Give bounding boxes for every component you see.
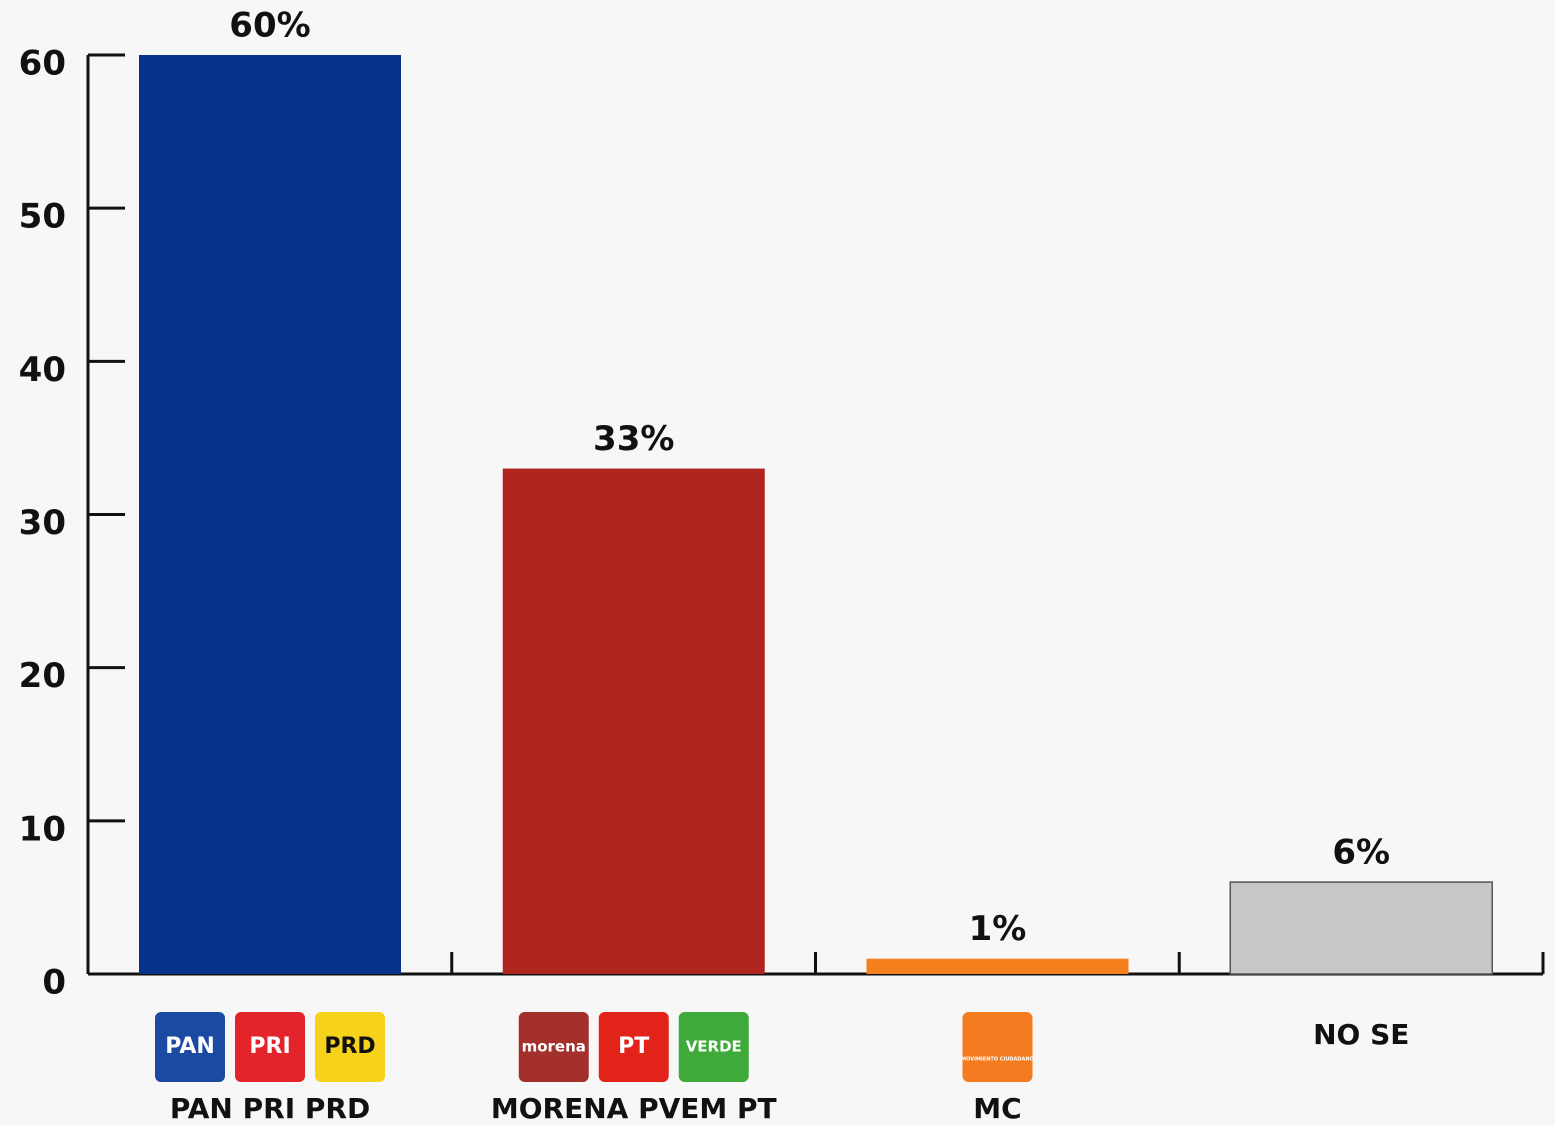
y-tick-label: 0 [42,963,66,1003]
y-tick-label: 30 [19,503,66,543]
party-logo-label: PRI [249,1034,290,1059]
party-logo [518,1012,589,1082]
y-tick-label: 50 [19,197,66,237]
y-tick-label: 10 [19,809,66,849]
party-logo [155,1012,225,1082]
x-tick-label: MORENA PVEM PT [491,1092,777,1125]
party-logo [315,1012,385,1082]
party-logo-label: PRD [324,1034,375,1059]
x-tick-label: MC [973,1092,1021,1125]
x-tick-label: PAN PRI PRD [170,1092,370,1125]
bar [866,958,1129,974]
bar [502,468,765,974]
y-tick-label: 20 [19,656,66,696]
bar [139,55,401,974]
party-logo [235,1012,305,1082]
party-logo-label: PT [618,1034,649,1059]
bar [1229,881,1493,975]
y-tick-label: 40 [19,350,66,390]
x-tick-label: NO SE [1313,1018,1409,1051]
value-label: 6% [1332,833,1390,873]
party-logo [962,1012,1033,1082]
party-logo-label: VERDE [686,1038,742,1056]
party-logo [598,1012,669,1082]
value-label: 60% [229,6,310,46]
value-label: 33% [593,419,674,459]
party-logo [678,1012,749,1082]
party-logo-label: morena [522,1038,586,1056]
value-label: 1% [969,909,1027,949]
y-tick-label: 60 [19,44,66,84]
party-logo-label: MOVIMIENTO CIUDADANO [961,1057,1034,1063]
party-logo-label: PAN [165,1034,215,1059]
